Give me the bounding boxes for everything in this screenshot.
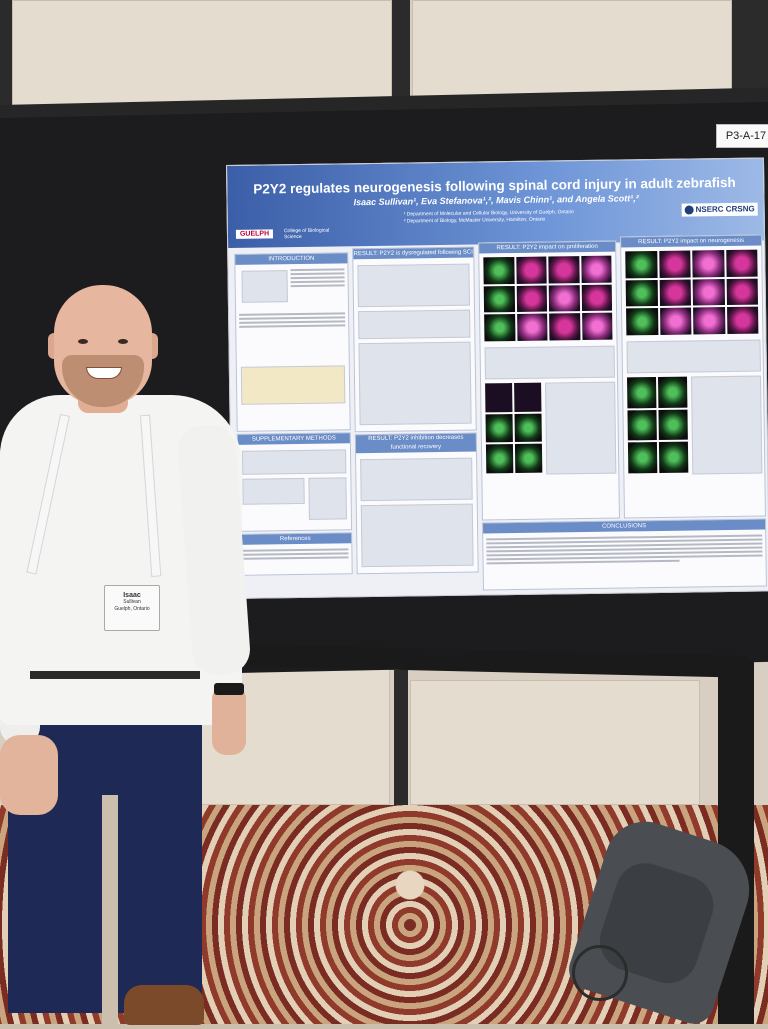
figure-placeholder (242, 477, 305, 505)
microscopy-image (659, 307, 692, 335)
microscopy-image (626, 308, 658, 336)
microscopy-image (725, 249, 758, 277)
funder-logo-text: NSERC CRSNG (695, 204, 755, 215)
section-result-proliferation: RESULT: P2Y2 impact on proliferation (478, 240, 620, 521)
microscopy-image (658, 376, 688, 408)
microscopy-image (514, 443, 543, 473)
microscopy-image (658, 250, 691, 278)
wristwatch (214, 683, 244, 695)
badge-name: Isaac (123, 592, 141, 599)
poster-header: P2Y2 regulates neurogenesis following sp… (227, 158, 765, 248)
section-supplementary-methods: SUPPLEMENTARY METHODS (236, 432, 353, 532)
microscopy-image (485, 444, 514, 474)
figure-placeholder (360, 503, 474, 568)
backpack-strap (572, 945, 628, 1001)
figure-placeholder (240, 365, 346, 405)
partition-post (394, 670, 408, 810)
microscopy-image (627, 377, 657, 409)
figure-placeholder (358, 309, 471, 340)
figure-placeholder (360, 457, 473, 502)
affiliation-2: ² Department of Biology, McMaster Univer… (403, 216, 546, 225)
microscopy-image (483, 256, 515, 285)
section-heading: RESULT: P2Y2 is dysregulated following S… (353, 247, 474, 260)
figure-placeholder (308, 477, 347, 520)
section-result-dysregulated: RESULT: P2Y2 is dysregulated following S… (352, 246, 477, 433)
microscopy-image (658, 441, 689, 473)
poster-affiliations: ¹ Department of Molecular and Cellular B… (404, 209, 574, 225)
microscopy-image (581, 284, 613, 312)
figure-placeholder (241, 449, 347, 475)
microscopy-image (692, 250, 725, 278)
name-badge: Isaac Sullivan Guelph, Ontario (104, 585, 160, 631)
microscopy-image (627, 409, 657, 441)
microscopy-image (726, 278, 759, 306)
microscopy-image (483, 285, 515, 313)
section-heading: RESULT: P2Y2 impact on neurogenesis (621, 235, 762, 248)
section-heading: RESULT: P2Y2 inhibition decreases functi… (355, 433, 477, 454)
hand (212, 685, 246, 755)
microscopy-image (485, 383, 513, 413)
poster-title: P2Y2 regulates neurogenesis following sp… (253, 174, 736, 197)
figure-placeholder (357, 263, 470, 308)
figure-placeholder (358, 341, 472, 426)
section-result-inhibition: RESULT: P2Y2 inhibition decreases functi… (354, 432, 479, 575)
maple-leaf-icon (684, 205, 694, 215)
badge-affiliation: Guelph, Ontario (114, 606, 150, 612)
microscopy-image (625, 279, 658, 307)
microscopy-grid (483, 255, 613, 342)
microscopy-image (515, 256, 547, 284)
microscopy-image (692, 278, 725, 306)
microscopy-image (658, 409, 688, 441)
microscopy-grid (485, 382, 543, 474)
microscopy-image (580, 255, 612, 283)
eye (118, 339, 128, 344)
figure-placeholder (626, 339, 761, 374)
belt (30, 671, 200, 679)
funder-logo: NSERC CRSNG (681, 202, 758, 217)
microscopy-image (549, 313, 580, 341)
badge-surname: Sullivan (123, 599, 141, 605)
university-logo: GUELPH (235, 229, 274, 239)
research-poster: P2Y2 regulates neurogenesis following sp… (226, 157, 768, 599)
hand (0, 735, 58, 815)
microscopy-image (726, 306, 759, 335)
figure-placeholder (484, 345, 616, 380)
section-references: References (238, 532, 353, 576)
eye (78, 339, 88, 344)
partition-panel-lower-right (410, 680, 700, 805)
section-heading: SUPPLEMENTARY METHODS (237, 433, 350, 445)
poster-authors: Isaac Sullivan¹, Eva Stefanova¹,², Mavis… (353, 193, 639, 208)
microscopy-image (693, 307, 725, 335)
microscopy-image (484, 314, 515, 342)
section-heading: RESULT: P2Y2 impact on proliferation (479, 241, 616, 254)
microscopy-image (516, 285, 548, 313)
microscopy-image (514, 382, 542, 412)
microscopy-image (625, 250, 658, 279)
figure-placeholder (690, 375, 763, 475)
microscopy-image (514, 413, 542, 443)
college-logo: College of Biological Science (283, 227, 330, 241)
microscopy-grid (625, 249, 759, 336)
microscopy-image (548, 284, 580, 312)
shoe (124, 985, 204, 1025)
section-result-neurogenesis: RESULT: P2Y2 impact on neurogenesis (620, 234, 766, 519)
microscopy-image (659, 279, 692, 307)
section-conclusions: CONCLUSIONS (482, 518, 767, 591)
figure-placeholder (545, 381, 617, 475)
microscopy-image (548, 256, 580, 284)
section-introduction: INTRODUCTION (234, 252, 351, 432)
microscopy-image (581, 312, 613, 341)
microscopy-image (516, 313, 548, 341)
microscopy-image (485, 413, 513, 443)
presenter: Isaac Sullivan Guelph, Ontario (0, 285, 252, 1025)
microscopy-grid (627, 376, 689, 474)
booth-number-tag: P3-A-17 (716, 124, 768, 148)
microscopy-image (627, 442, 658, 474)
